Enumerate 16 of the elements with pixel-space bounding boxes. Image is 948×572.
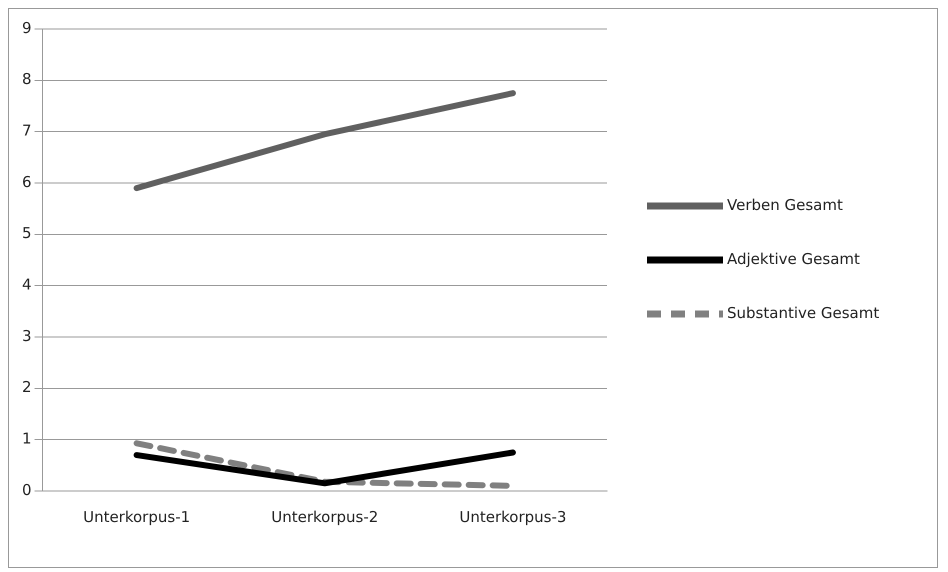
text: Verben Gesamt [727, 196, 843, 214]
y-tick-label: 3 [22, 326, 32, 345]
text: Substantive Gesamt [727, 304, 880, 322]
y-tick-label: 5 [22, 224, 32, 242]
y-tick-label: 8 [22, 70, 32, 88]
y-tick-label: 6 [22, 172, 32, 191]
x-tick-label: Unterkorpus-2 [271, 508, 378, 526]
y-tick-label: 4 [22, 276, 32, 294]
y-tick-label: 1 [22, 430, 32, 448]
x-tick-label: Unterkorpus-1 [83, 508, 190, 526]
y-tick-label: 9 [22, 18, 32, 37]
y-tick-label: 7 [22, 122, 32, 140]
x-tick-label: Unterkorpus-3 [459, 508, 566, 526]
y-tick-label: 0 [22, 480, 32, 499]
y-tick-label: 2 [22, 378, 32, 396]
text: Adjektive Gesamt [727, 250, 860, 268]
